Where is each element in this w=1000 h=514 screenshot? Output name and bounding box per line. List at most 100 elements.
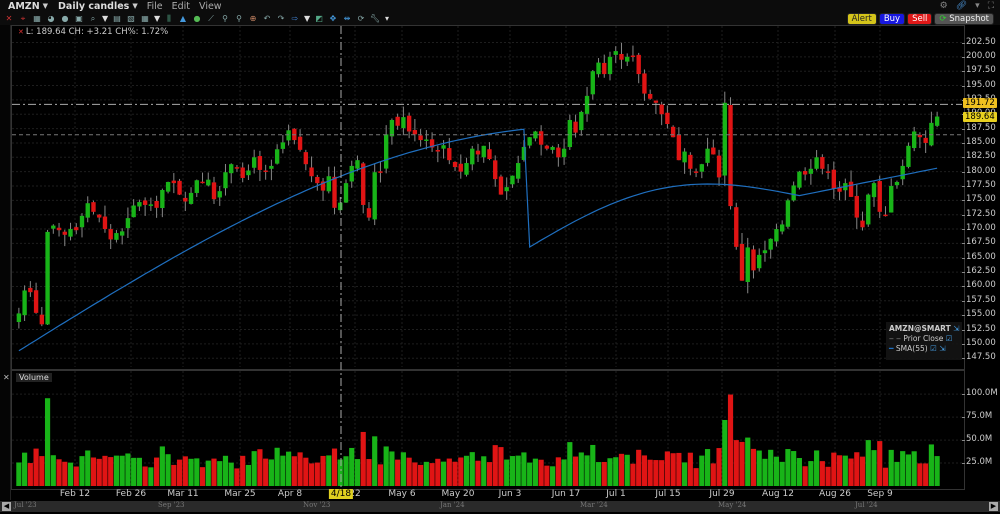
close-icon[interactable]: ✕ xyxy=(3,373,10,382)
price-tick-label: 157.50 xyxy=(962,294,996,305)
x-tick-label: Jul 1 xyxy=(606,489,626,499)
menu-file[interactable]: File xyxy=(146,0,163,12)
price-tick-label: 202.50 xyxy=(962,36,996,47)
price-pane[interactable] xyxy=(11,25,965,370)
price-tick-label: 170.00 xyxy=(962,223,996,234)
dropdown-icon[interactable]: ▼ xyxy=(154,14,161,23)
zoom-in-icon[interactable]: ⚲ xyxy=(222,14,228,23)
x-tick-label: Jul 15 xyxy=(655,489,681,499)
legend-title: AMZN@SMART xyxy=(889,324,951,333)
chevron-down-icon[interactable]: ▼ xyxy=(42,2,49,10)
legend-sma: SMA(55) xyxy=(895,344,928,353)
order-actions: Alert Buy Sell ⟳ Snapshot xyxy=(846,13,994,25)
price-tick-label: 175.00 xyxy=(962,194,996,205)
draw-icon[interactable]: ⟋ xyxy=(208,14,214,23)
zoom-out-icon[interactable]: ⚲ xyxy=(236,14,242,23)
chart-toolbar: ✕ ⌖ ▦ ◕ ● ▣ ⌕ ▼ ▤ ▧ ▦ ▼ ⫼ ▲ ● ⟋ ⚲ ⚲ ⊕ ↶ … xyxy=(0,12,1000,25)
snapshot-label: Snapshot xyxy=(949,14,989,24)
volume-tick-label: 75.0M xyxy=(961,411,993,422)
drawing-tools-rail[interactable] xyxy=(0,25,11,500)
arrow-icon[interactable]: ⇲ xyxy=(939,344,946,353)
navigator-label: Sep '23 xyxy=(158,501,185,509)
grid-icon[interactable]: ▦ xyxy=(33,14,41,23)
snapshot-button[interactable]: ⟳ Snapshot xyxy=(934,13,994,25)
volume-tick-label: 50.0M xyxy=(961,434,993,445)
x-tick-label: Aug 12 xyxy=(762,489,794,499)
time-navigator[interactable]: ◀ ▶ Jul '23 Sep '23 Nov '23 Jan '24 Mar '24 M… xyxy=(0,501,1000,512)
price-tick-label: 180.00 xyxy=(962,165,996,176)
redo-icon[interactable]: ↷ xyxy=(277,14,285,23)
picture-icon[interactable]: ▣ xyxy=(75,14,83,23)
x-tick-label: Feb 26 xyxy=(115,489,147,499)
volume-title: Volume xyxy=(16,373,52,382)
arrow-icon[interactable]: ⇲ xyxy=(953,324,960,333)
target-icon[interactable]: ⊕ xyxy=(249,14,257,23)
close-icon[interactable]: ✕ xyxy=(18,28,24,36)
alert-button[interactable]: Alert xyxy=(846,13,877,25)
scroll-left-icon[interactable]: ◀ xyxy=(2,502,11,511)
link-icon[interactable]: 🔗︎ xyxy=(955,1,968,11)
price-tick-label: 200.00 xyxy=(962,50,996,61)
split-icon[interactable]: ⇹ xyxy=(343,14,351,23)
price-tick-label: 150.00 xyxy=(962,337,996,348)
template-icon[interactable]: ▤ xyxy=(113,14,121,23)
dropdown-icon[interactable]: ▾ xyxy=(975,1,980,11)
checkbox-icon[interactable]: ☑ xyxy=(930,344,937,353)
tile-icon[interactable]: ▦ xyxy=(141,14,149,23)
mountain-icon[interactable]: ▲ xyxy=(179,14,187,23)
dropdown-icon[interactable]: ▼ xyxy=(102,14,109,23)
x-tick-label: Feb 12 xyxy=(59,489,91,499)
navigator-label: Jan '24 xyxy=(440,501,465,509)
chevron-down-icon[interactable]: ▼ xyxy=(132,2,138,10)
layout-icon[interactable]: ▧ xyxy=(127,14,135,23)
wrench-icon[interactable]: 🔧︎ xyxy=(370,14,381,23)
bars-icon[interactable]: ⫼ xyxy=(167,14,171,23)
x-tick-label: Jul 29 xyxy=(709,489,735,499)
x-tick-label: Apr 8 xyxy=(277,489,303,499)
price-tick-label: 187.50 xyxy=(962,122,996,133)
gear-icon[interactable]: ⚙ xyxy=(939,1,948,11)
circle-icon[interactable]: ● xyxy=(61,14,69,23)
legend-prior-close: Prior Close xyxy=(903,334,944,343)
globe-icon[interactable]: ● xyxy=(193,14,201,23)
menu-view[interactable]: View xyxy=(199,0,222,12)
palette-icon[interactable]: ◕ xyxy=(47,14,55,23)
navigator-label: Mar '24 xyxy=(580,501,608,509)
crosshair-date-tag: 4/18 xyxy=(328,489,354,499)
symbol-selector[interactable]: AMZN xyxy=(8,0,40,12)
info-text: L: 189.64 CH: +3.21 CH%: 1.72% xyxy=(25,27,169,37)
volume-axis[interactable]: 100.0M 75.0M 50.0M 25.0M xyxy=(961,370,1000,490)
zoom-icon[interactable]: ⌕ xyxy=(90,14,96,23)
x-tick-label: Jun 17 xyxy=(551,489,581,499)
sell-button[interactable]: Sell xyxy=(907,13,933,25)
sync-icon[interactable]: ⟳ xyxy=(357,14,365,23)
indicator-icon[interactable]: ◩ xyxy=(315,14,323,23)
navigator-label: May '24 xyxy=(718,501,747,509)
scroll-right-icon[interactable]: ▶ xyxy=(989,502,998,511)
price-axis[interactable]: 202.50200.00197.50195.00192.50190.00187.… xyxy=(962,0,1000,370)
info-line: ✕ L: 189.64 CH: +3.21 CH%: 1.72% xyxy=(18,27,168,37)
dropdown-icon[interactable]: ▾ xyxy=(384,14,389,23)
close-icon[interactable]: ✕ xyxy=(5,14,13,23)
dropdown-icon[interactable]: ▼ xyxy=(304,14,311,23)
volume-tick-label: 25.0M xyxy=(961,457,993,468)
x-tick-label: Mar 11 xyxy=(167,489,199,499)
chart-legend: AMZN@SMART ⇲ ‒ ‒ Prior Close ☑ ━ SMA(55)… xyxy=(886,322,962,360)
expand-icon[interactable]: ✥ xyxy=(329,14,337,23)
last-price-tag: 189.64 xyxy=(963,112,997,123)
checkbox-icon[interactable]: ☑ xyxy=(945,334,953,343)
fullscreen-icon[interactable]: ⛶ xyxy=(987,1,994,11)
crosshair-icon[interactable]: ⌖ xyxy=(20,14,26,23)
buy-button[interactable]: Buy xyxy=(878,13,906,25)
price-tick-label: 177.50 xyxy=(962,180,996,190)
x-tick-label: Mar 25 xyxy=(224,489,256,499)
navigator-label: Jul '24 xyxy=(855,501,878,509)
price-tick-label: 147.50 xyxy=(962,352,996,363)
chart-type-selector[interactable]: Daily candles xyxy=(58,0,130,12)
price-tick-label: 167.50 xyxy=(962,237,996,248)
refresh-icon[interactable]: ⇨ xyxy=(291,14,299,23)
menu-edit[interactable]: Edit xyxy=(171,0,191,12)
time-axis[interactable]: Feb 12 Feb 26 Mar 11 Mar 25 Apr 8 22 May 6 May … xyxy=(11,489,963,500)
undo-icon[interactable]: ↶ xyxy=(263,14,271,23)
